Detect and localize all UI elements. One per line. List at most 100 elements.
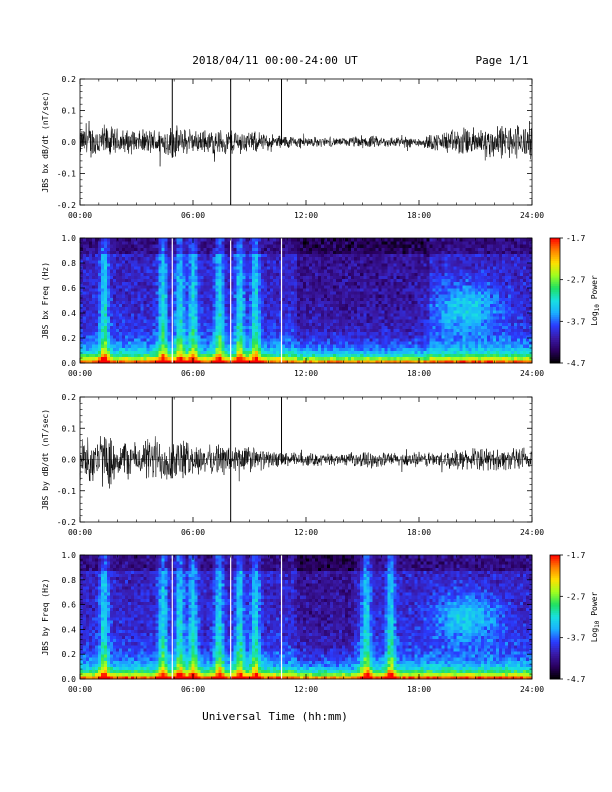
heatmap-cell: [176, 281, 180, 286]
heatmap-cell: [86, 309, 90, 314]
heatmap-cell: [438, 350, 442, 355]
heatmap-cell: [203, 259, 207, 264]
heatmap-cell: [348, 275, 352, 280]
heatmap-cell: [372, 344, 376, 348]
heatmap-cell: [140, 350, 144, 355]
heatmap-cell: [269, 309, 274, 314]
heatmap-cell: [327, 281, 331, 286]
heatmap-cell: [116, 250, 120, 255]
heatmap-cell: [315, 300, 319, 305]
heatmap-cell: [357, 300, 361, 305]
heatmap-cell: [149, 319, 153, 323]
heatmap-cell: [336, 341, 340, 345]
heatmap-cell: [194, 281, 198, 286]
heatmap-cell: [176, 269, 180, 273]
heatmap-cell: [357, 253, 361, 258]
heatmap-cell: [299, 303, 304, 308]
heatmap-cell: [396, 347, 400, 351]
heatmap-cell: [146, 341, 150, 345]
heatmap-cell: [399, 331, 403, 336]
heatmap-cell: [281, 344, 286, 348]
heatmap-cell: [92, 241, 96, 245]
heatmap-cell: [116, 294, 120, 298]
heatmap-cell: [107, 297, 111, 301]
heatmap-cell: [302, 281, 307, 286]
heatmap-cell: [366, 303, 370, 308]
heatmap-cell: [432, 297, 436, 301]
heatmap-cell: [119, 272, 123, 276]
heatmap-cell: [221, 359, 226, 364]
heatmap-cell: [360, 281, 364, 286]
heatmap-cell: [360, 300, 364, 305]
heatmap-cell: [405, 278, 409, 283]
heatmap-cell: [95, 309, 99, 314]
heatmap-cell: [152, 347, 156, 351]
heatmap-cell: [92, 250, 96, 255]
heatmap-cell: [312, 278, 316, 283]
heatmap-cell: [384, 350, 388, 355]
heatmap-cell: [113, 288, 117, 292]
heatmap-cell: [200, 356, 204, 361]
heatmap-cell: [435, 350, 439, 355]
heatmap-cell: [173, 253, 177, 258]
heatmap-cell: [369, 272, 373, 276]
heatmap-cell: [369, 291, 373, 295]
heatmap-cell: [188, 341, 192, 345]
heatmap-cell: [402, 250, 406, 255]
heatmap-cell: [396, 316, 400, 320]
heatmap-cell: [321, 300, 325, 305]
heatmap-cell: [194, 297, 198, 301]
heatmap-cell: [333, 303, 337, 308]
heatmap-cell: [290, 350, 295, 355]
heatmap-cell: [411, 316, 415, 320]
header-page: Page 1/1: [476, 54, 529, 67]
heatmap-cell: [89, 275, 93, 280]
heatmap-cell: [324, 353, 328, 358]
heatmap-cell: [83, 241, 87, 245]
heatmap-cell: [296, 331, 301, 336]
heatmap-cell: [197, 275, 201, 280]
heatmap-cell: [134, 284, 138, 289]
heatmap-cell: [378, 269, 382, 273]
heatmap-cell: [86, 291, 90, 295]
heatmap-cell: [302, 325, 307, 330]
heatmap-cell: [393, 272, 397, 276]
heatmap-cell: [209, 316, 213, 320]
heatmap-cell: [155, 241, 159, 245]
heatmap-cell: [290, 300, 295, 305]
heatmap-cell: [122, 250, 126, 255]
heatmap-cell: [242, 359, 247, 364]
heatmap-cell: [95, 253, 99, 258]
heatmap-cell: [315, 253, 319, 258]
heatmap-cell: [158, 322, 162, 326]
heatmap-cell: [146, 263, 150, 267]
heatmap-cell: [315, 356, 319, 361]
heatmap-cell: [179, 344, 183, 348]
heatmap-cell: [354, 359, 358, 364]
heatmap-cell: [95, 269, 99, 273]
heatmap-cell: [281, 253, 286, 258]
heatmap-cell: [245, 266, 250, 270]
heatmap-cell: [375, 309, 379, 314]
heatmap-cell: [236, 303, 241, 308]
heatmap-cell: [80, 344, 84, 348]
heatmap-cell: [209, 350, 213, 355]
heatmap-cell: [113, 250, 117, 255]
heatmap-cell: [426, 250, 430, 255]
heatmap-cell: [212, 259, 216, 264]
heatmap-cell: [393, 275, 397, 280]
heatmap-cell: [101, 244, 105, 248]
heatmap-cell: [423, 294, 427, 298]
heatmap-cell: [215, 259, 220, 264]
heatmap-cell: [296, 294, 301, 298]
heatmap-cell: [378, 356, 382, 361]
heatmap-cell: [330, 306, 334, 311]
heatmap-cell: [251, 275, 256, 280]
heatmap-cell: [360, 353, 364, 358]
heatmap-cell: [318, 341, 322, 345]
heatmap-cell: [351, 350, 355, 355]
heatmap-cell: [339, 241, 343, 245]
heatmap-cell: [393, 353, 397, 358]
heatmap-cell: [396, 338, 400, 342]
heatmap-cell: [125, 338, 129, 342]
